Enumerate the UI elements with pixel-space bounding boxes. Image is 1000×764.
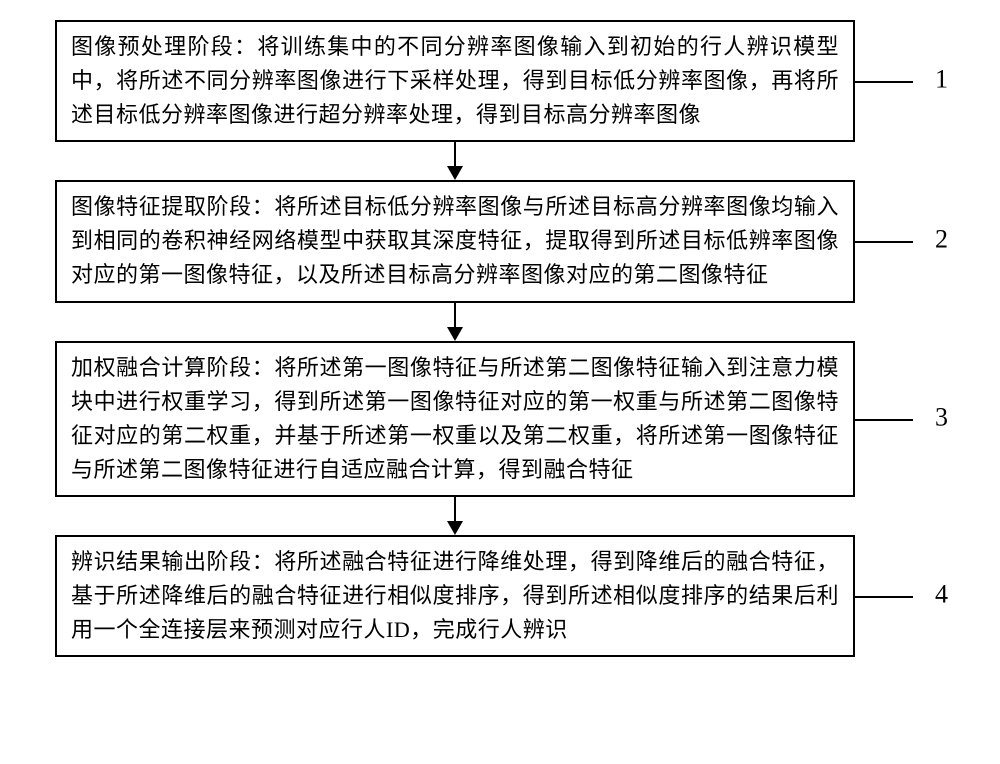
side-tick <box>855 419 913 421</box>
step-box-2: 图像特征提取阶段：将所述目标低分辨率图像与所述目标高分辨率图像均输入到相同的卷积… <box>55 180 855 302</box>
flow-row: 图像特征提取阶段：将所述目标低分辨率图像与所述目标高分辨率图像均输入到相同的卷积… <box>30 180 970 302</box>
step-box-1: 图像预处理阶段：将训练集中的不同分辨率图像输入到初始的行人辨识模型中，将所述不同… <box>55 20 855 142</box>
step-text: 加权融合计算阶段：将所述第一图像特征与所述第二图像特征输入到注意力模块中进行权重… <box>71 355 839 482</box>
flow-row: 辨识结果输出阶段：将所述融合特征进行降维处理，得到降维后的融合特征，基于所述降维… <box>30 535 970 657</box>
arrow-head-icon <box>447 521 463 535</box>
arrow-line <box>454 142 456 166</box>
flow-row: 加权融合计算阶段：将所述第一图像特征与所述第二图像特征输入到注意力模块中进行权重… <box>30 341 970 497</box>
side-tick <box>855 596 913 598</box>
side-label-2: 2 <box>935 225 948 255</box>
side-label-4: 4 <box>935 580 948 610</box>
side-tick <box>855 81 913 83</box>
step-text: 图像特征提取阶段：将所述目标低分辨率图像与所述目标高分辨率图像均输入到相同的卷积… <box>71 194 839 287</box>
arrow-line <box>454 497 456 521</box>
flowchart-container: 图像预处理阶段：将训练集中的不同分辨率图像输入到初始的行人辨识模型中，将所述不同… <box>30 20 970 657</box>
step-text: 图像预处理阶段：将训练集中的不同分辨率图像输入到初始的行人辨识模型中，将所述不同… <box>71 34 839 127</box>
side-label-3: 3 <box>935 402 948 432</box>
side-label-1: 1 <box>935 65 948 95</box>
arrow-down <box>447 303 463 341</box>
arrow-head-icon <box>447 327 463 341</box>
arrow-down <box>447 497 463 535</box>
step-text: 辨识结果输出阶段：将所述融合特征进行降维处理，得到降维后的融合特征，基于所述降维… <box>71 549 839 642</box>
side-tick <box>855 241 913 243</box>
step-box-3: 加权融合计算阶段：将所述第一图像特征与所述第二图像特征输入到注意力模块中进行权重… <box>55 341 855 497</box>
arrow-head-icon <box>447 166 463 180</box>
flow-row: 图像预处理阶段：将训练集中的不同分辨率图像输入到初始的行人辨识模型中，将所述不同… <box>30 20 970 142</box>
arrow-line <box>454 303 456 327</box>
arrow-down <box>447 142 463 180</box>
step-box-4: 辨识结果输出阶段：将所述融合特征进行降维处理，得到降维后的融合特征，基于所述降维… <box>55 535 855 657</box>
